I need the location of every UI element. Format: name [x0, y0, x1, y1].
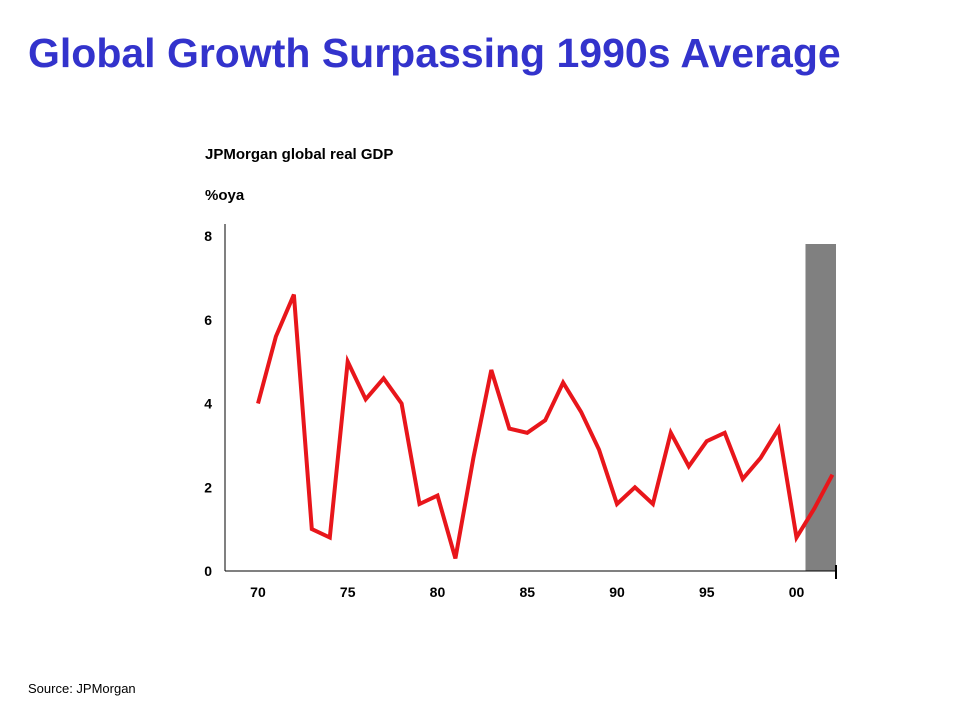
x-tick-label: 80	[430, 584, 446, 600]
tick-label-layer: 0 2 4 6 8 70 75 80 85 90 95 00	[204, 228, 804, 600]
series-layer	[256, 293, 835, 559]
y-tick-label: 2	[204, 479, 212, 495]
y-tick-label: 4	[204, 396, 212, 412]
forecast-shade-layer	[805, 244, 836, 571]
x-tick-label: 90	[609, 584, 625, 600]
y-axis-unit-label: %oya	[205, 187, 245, 204]
y-tick-label: 8	[204, 228, 212, 244]
y-tick-label: 6	[204, 312, 212, 328]
x-tick-label: 85	[519, 584, 535, 600]
source-note: Source: JPMorgan	[28, 681, 136, 696]
axes	[224, 224, 837, 579]
forecast-shade	[805, 244, 836, 571]
gdp-series-line	[256, 293, 835, 559]
x-tick-label: 00	[789, 584, 805, 600]
y-tick-label: 0	[204, 563, 212, 579]
x-tick-label: 70	[250, 584, 266, 600]
page-title: Global Growth Surpassing 1990s Average	[28, 30, 841, 76]
x-tick-label: 95	[699, 584, 715, 600]
chart-title: JPMorgan global real GDP	[205, 146, 394, 163]
x-tick-label: 75	[340, 584, 356, 600]
